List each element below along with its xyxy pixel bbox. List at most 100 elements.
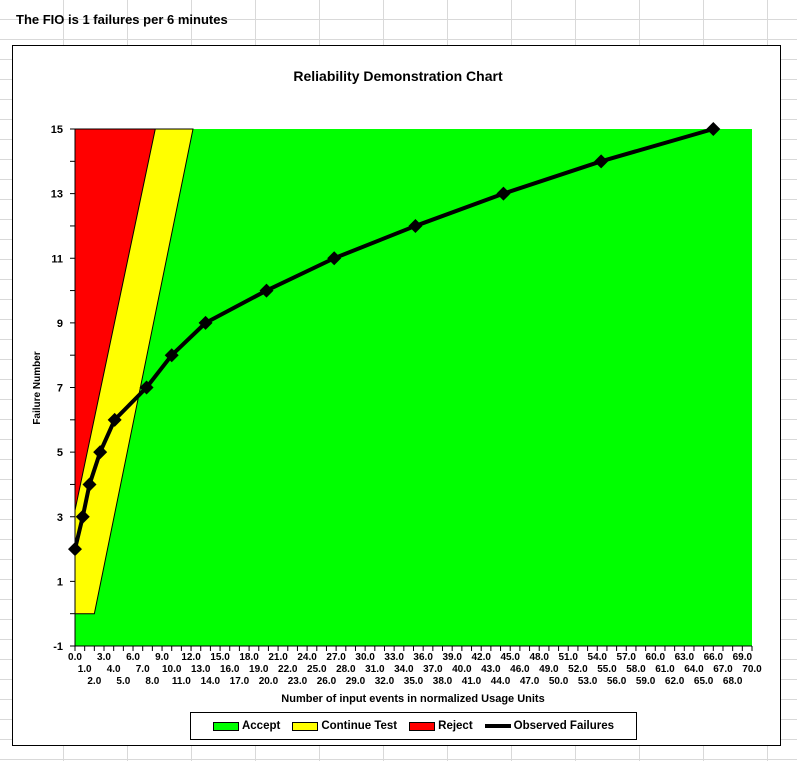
x-tick-label: 40.0	[452, 664, 472, 675]
x-tick-label: 64.0	[684, 664, 704, 675]
observed-failures-line	[73, 127, 714, 550]
x-tick-label: 2.0	[87, 676, 101, 687]
y-tick-label: 3	[57, 512, 63, 524]
x-tick-label: 29.0	[346, 676, 366, 687]
x-tick-label: 12.0	[181, 652, 201, 663]
x-tick-label: 28.0	[336, 664, 356, 675]
x-tick-label: 3.0	[97, 652, 111, 663]
x-tick-label: 34.0	[394, 664, 414, 675]
x-tick-label: 9.0	[155, 652, 169, 663]
x-tick-label: 69.0	[733, 652, 753, 663]
legend-label: Observed Failures	[513, 720, 615, 732]
legend-item-continue: Continue Test	[292, 720, 397, 732]
x-tick-label: 46.0	[510, 664, 530, 675]
x-tick-label: 32.0	[375, 676, 395, 687]
y-tick-label: 7	[57, 383, 63, 395]
x-tick-label: 59.0	[636, 676, 656, 687]
legend-item-observed: Observed Failures	[484, 720, 615, 732]
x-tick-label: 55.0	[597, 664, 617, 675]
x-tick-label: 70.0	[742, 664, 762, 675]
x-tick-label: 42.0	[471, 652, 491, 663]
x-tick-label: 14.0	[201, 676, 221, 687]
x-tick-label: 54.0	[588, 652, 608, 663]
fio-header: The FIO is 1 failures per 6 minutes	[16, 12, 228, 27]
x-tick-label: 1.0	[78, 664, 92, 675]
x-tick-label: 31.0	[365, 664, 385, 675]
data-point-marker	[327, 251, 342, 266]
x-tick-label: 6.0	[126, 652, 140, 663]
reject-swatch-icon	[409, 721, 436, 731]
data-point-marker	[107, 412, 122, 427]
x-tick-label: 13.0	[191, 664, 211, 675]
legend-label: Accept	[241, 720, 281, 732]
x-tick-label: 68.0	[723, 676, 743, 687]
accept-region	[75, 129, 752, 646]
x-tick-label: 10.0	[162, 664, 182, 675]
x-tick-label: 38.0	[433, 676, 453, 687]
x-tick-label: 62.0	[665, 676, 685, 687]
y-tick-label: 11	[51, 253, 63, 265]
x-tick-label: 61.0	[655, 664, 675, 675]
line-swatch-icon	[484, 724, 511, 728]
x-tick-label: 17.0	[230, 676, 250, 687]
x-tick-label: 18.0	[239, 652, 259, 663]
x-tick-label: 24.0	[297, 652, 317, 663]
x-tick-label: 4.0	[107, 664, 121, 675]
x-tick-label: 57.0	[617, 652, 637, 663]
data-point-marker	[594, 154, 609, 169]
legend-label: Continue Test	[321, 720, 398, 732]
data-point-marker	[706, 122, 721, 136]
x-tick-label: 44.0	[491, 676, 511, 687]
x-tick-label: 21.0	[268, 652, 288, 663]
x-tick-label: 19.0	[249, 664, 269, 675]
y-tick-label: 5	[57, 447, 63, 459]
x-tick-label: 63.0	[675, 652, 695, 663]
x-tick-label: 45.0	[500, 652, 520, 663]
y-tick-label: 1	[57, 576, 63, 588]
data-point-marker	[82, 477, 97, 492]
data-point-marker	[408, 218, 423, 233]
y-tick-label: -1	[53, 641, 63, 653]
x-tick-label: 53.0	[578, 676, 598, 687]
x-tick-label: 25.0	[307, 664, 327, 675]
data-point-marker	[164, 348, 179, 363]
x-tick-label: 39.0	[442, 652, 462, 663]
x-tick-label: 49.0	[539, 664, 559, 675]
legend-label: Reject	[438, 720, 473, 732]
y-tick-label: 9	[57, 318, 63, 330]
data-point-marker	[75, 509, 90, 524]
legend-item-reject: Reject	[409, 720, 473, 732]
x-tick-label: 51.0	[559, 652, 579, 663]
data-point-marker	[68, 542, 82, 557]
x-tick-label: 0.0	[68, 652, 82, 663]
x-tick-label: 27.0	[326, 652, 346, 663]
x-tick-label: 65.0	[694, 676, 714, 687]
x-tick-label: 41.0	[462, 676, 482, 687]
chart-title: Reliability Demonstration Chart	[293, 68, 503, 84]
x-tick-label: 67.0	[713, 664, 733, 675]
x-tick-label: 30.0	[355, 652, 375, 663]
x-tick-label: 66.0	[704, 652, 724, 663]
x-tick-label: 15.0	[210, 652, 230, 663]
legend-item-accept: Accept	[212, 720, 281, 732]
x-tick-label: 20.0	[259, 676, 279, 687]
x-tick-label: 33.0	[384, 652, 404, 663]
x-tick-label: 50.0	[549, 676, 569, 687]
x-tick-label: 22.0	[278, 664, 298, 675]
data-point-marker	[139, 380, 154, 395]
x-tick-label: 26.0	[317, 676, 337, 687]
y-tick-label: 13	[51, 189, 63, 201]
x-tick-label: 47.0	[520, 676, 540, 687]
data-point-marker	[496, 186, 511, 201]
x-tick-label: 16.0	[220, 664, 240, 675]
data-point-marker	[93, 445, 108, 460]
continue-swatch-icon	[292, 721, 319, 731]
x-tick-label: 11.0	[172, 676, 191, 687]
x-tick-label: 43.0	[481, 664, 501, 675]
x-axis-title: Number of input events in normalized Usa…	[281, 693, 544, 705]
x-tick-label: 52.0	[568, 664, 588, 675]
x-tick-label: 58.0	[626, 664, 646, 675]
x-tick-label: 23.0	[288, 676, 308, 687]
data-point-marker	[198, 315, 213, 330]
